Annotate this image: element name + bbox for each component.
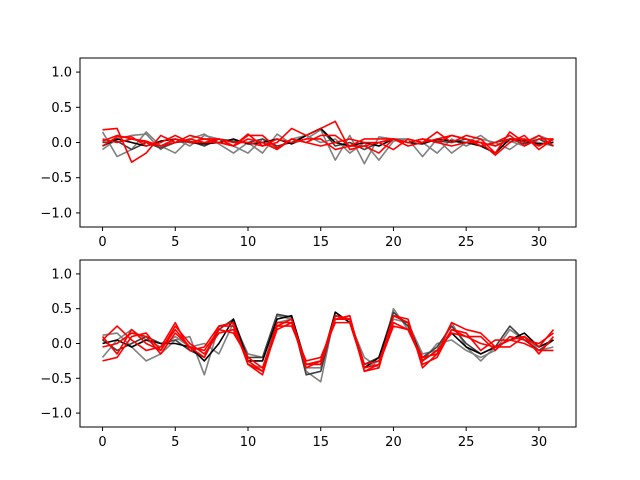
series-line-7 (102, 134, 554, 151)
y-tick-label: −0.5 (40, 372, 72, 387)
y-tick-label: 1.0 (51, 267, 72, 282)
x-tick-label: 0 (98, 235, 106, 250)
y-tick-label: 0.0 (51, 136, 72, 151)
x-tick-label: 25 (458, 235, 475, 250)
y-tick-label: 1.0 (51, 66, 72, 81)
x-tick-label: 20 (385, 235, 402, 250)
y-tick-label: −1.0 (40, 407, 72, 422)
bottom-subplot: 0 5 10 15 20 25 30 −1.0 −0.5 0.0 0.5 1.0 (40, 259, 577, 450)
y-tick-label: −0.5 (40, 171, 72, 186)
y-tick-label: 0.0 (51, 337, 72, 352)
series-line-7 (101, 321, 554, 369)
series-line-0 (102, 307, 554, 383)
y-tick-label: −1.0 (40, 206, 72, 221)
top-subplot: 0 5 10 15 20 25 30 −1.0 −0.5 0.0 0.5 1.0 (40, 57, 577, 250)
x-tick-label: 15 (312, 235, 329, 250)
x-tick-label: 0 (98, 435, 106, 450)
y-tick-label: 0.5 (51, 101, 72, 116)
y-tick-label: 0.5 (51, 302, 72, 317)
x-tick-label: 5 (171, 235, 179, 250)
x-tick-label: 5 (171, 435, 179, 450)
x-tick-label: 15 (312, 435, 329, 450)
x-tick-label: 25 (458, 435, 475, 450)
x-tick-label: 10 (240, 235, 257, 250)
x-tick-label: 30 (531, 435, 548, 450)
x-tick-label: 10 (240, 435, 257, 450)
x-tick-label: 30 (531, 235, 548, 250)
x-tick-label: 20 (385, 435, 402, 450)
